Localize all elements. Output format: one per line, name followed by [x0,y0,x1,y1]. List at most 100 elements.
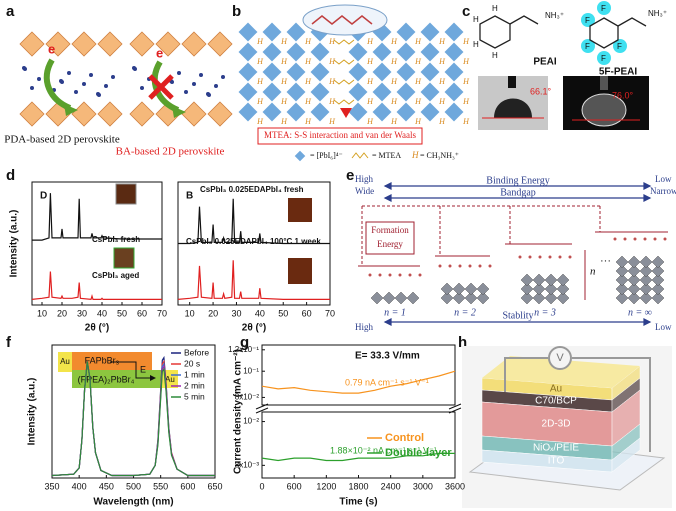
octahedron [155,31,181,57]
octahedron [639,255,653,269]
cation [214,84,218,88]
cation [192,82,196,86]
octahedron [309,61,331,83]
cation [177,71,181,75]
cation-symbol: H [462,117,470,126]
spacer [568,255,572,259]
x-tick-label: 50 [278,308,288,318]
y-axis-label: Current density (mA cm⁻²) [233,349,244,474]
x-tick-label: 2400 [381,481,401,491]
atom: H [492,4,498,13]
cation [89,73,93,77]
x-axis-label: Time (s) [339,497,377,508]
octahedron [395,61,417,83]
series-line [261,452,455,462]
octahedron [237,61,259,83]
cation-symbol: H [304,117,312,126]
layer-label: ITO [548,456,565,467]
octahedron [347,101,369,123]
octahedron [419,21,441,43]
spacer [643,237,647,241]
cation-symbol: H [438,77,446,86]
spacer [663,237,667,241]
phase: n = ∞ [628,307,652,318]
note: MTEA: S-S interaction and van der Waals [264,130,417,140]
mtea [333,39,355,45]
cation-symbol: H [366,77,374,86]
octahedron [464,282,478,296]
photo [288,198,312,222]
octahedron [207,31,233,57]
cation-symbol: H [414,37,422,46]
layer-top [482,356,640,388]
cation [140,86,144,90]
cation [74,90,78,94]
series-line [177,260,330,300]
octahedron [261,41,283,63]
cation-symbol: H [328,97,336,106]
octahedron [419,41,441,63]
transfer-arrow [43,58,72,111]
octahedron [520,273,534,287]
octahedron [309,101,331,123]
cation-symbol: H [462,37,470,46]
n-symbol: n [590,266,596,278]
f-highlight [581,13,595,27]
legend-text: 5 min [184,391,205,401]
panel-label: a [6,3,15,20]
octahedron [443,21,465,43]
photo [115,183,137,205]
octahedron [651,273,665,287]
cation-symbol: H [280,57,288,66]
panel-label: g [240,334,249,351]
spacer [528,255,532,259]
x-axis-label: 2θ (°) [242,323,266,334]
legend-text: = [PbI₆]⁴⁻ [310,151,343,160]
spacer [378,273,382,277]
needle [508,76,516,88]
cation [111,75,115,79]
octahedron [285,21,307,43]
octahedron [440,282,454,296]
octahedron [419,101,441,123]
panel-label: b [232,3,241,20]
octahedron [207,101,233,127]
spacer [458,264,462,268]
atom: F [585,42,590,51]
cation [199,73,203,77]
octahedron [97,31,123,57]
octahedron [285,61,307,83]
atom: H [473,40,479,49]
droplet [581,93,627,127]
layer-label: C70/BCP [535,396,577,407]
cation-symbol: H [280,37,288,46]
panel-label: c [462,3,470,20]
octahedron [370,291,384,305]
legend-text: 1 min [184,369,205,379]
spacer [408,273,412,277]
x-tick-label: 10 [185,308,195,318]
series-line [261,370,456,394]
x-tick-label: 600 [180,481,195,491]
octahedron [395,81,417,103]
octahedron [544,273,558,287]
x-tick-label: 20 [208,308,218,318]
atom: NH₃⁺ [648,9,667,18]
x-tick-label: 400 [72,481,87,491]
octahedron [615,255,629,269]
cation [170,80,174,84]
octahedron [556,273,570,287]
droplet [494,98,532,118]
octahedron [371,41,393,63]
y-tick-label: 10⁻² [243,417,259,426]
break-mark [255,407,269,414]
octahedron [651,255,665,269]
series-line [51,361,215,477]
caption: BA-based 2D perovskite [116,146,225,158]
cation-symbol: H [414,57,422,66]
note-box [257,127,423,145]
octahedron [419,61,441,83]
octahedron [443,41,465,63]
